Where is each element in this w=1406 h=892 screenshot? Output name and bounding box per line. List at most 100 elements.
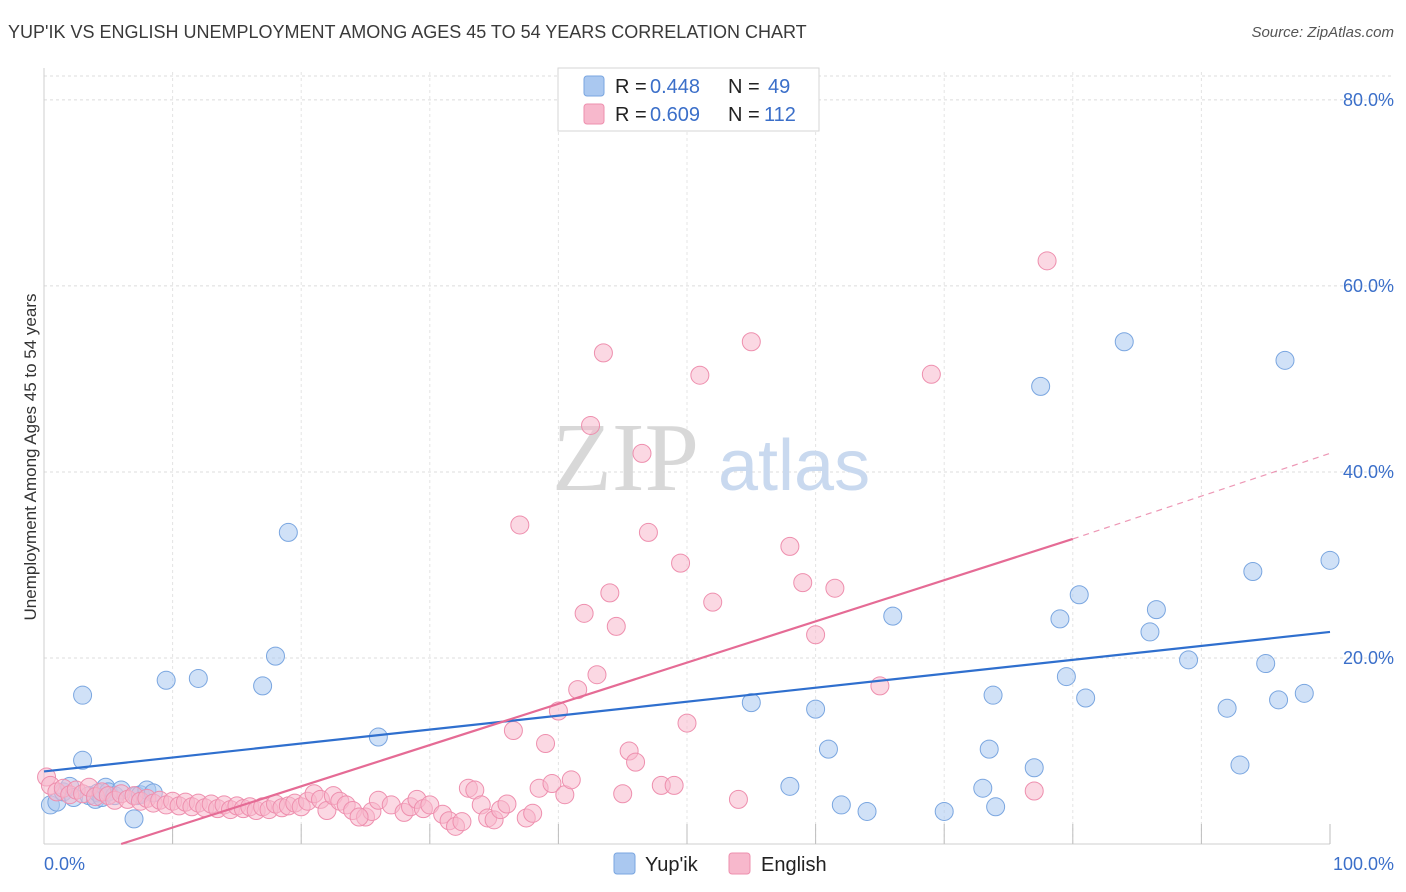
legend-n-value-yupik: 49 <box>768 76 790 98</box>
point-yupik-54 <box>1320 550 1340 570</box>
point-english-74 <box>536 734 556 754</box>
point-english-107 <box>349 807 369 827</box>
point-yupik-46 <box>1179 650 1199 670</box>
y-tick-label-20: 20.0% <box>1343 648 1394 668</box>
point-english-90 <box>638 522 658 542</box>
point-yupik-19 <box>156 670 176 690</box>
point-english-78 <box>561 770 581 790</box>
point-english-81 <box>581 415 601 435</box>
series-english-points <box>37 251 1057 836</box>
legend-swatch-english <box>583 103 605 125</box>
trend-line-yupik <box>43 630 1331 773</box>
series-legend: Yup'ik English <box>613 852 827 876</box>
legend-r-value-english: 0.609 <box>650 104 700 126</box>
point-yupik-41 <box>1069 585 1089 605</box>
point-yupik-21 <box>253 676 273 696</box>
series-points <box>37 251 1340 836</box>
point-english-92 <box>664 775 684 795</box>
point-english-89 <box>632 443 652 463</box>
point-yupik-26 <box>780 776 800 796</box>
point-yupik-35 <box>983 685 1003 705</box>
point-yupik-30 <box>857 801 877 821</box>
point-yupik-37 <box>1024 758 1044 778</box>
x-tick-max: 100.0% <box>1333 854 1394 874</box>
y-tick-labels: 20.0% 40.0% 60.0% 80.0% <box>1343 90 1394 668</box>
point-yupik-42 <box>1076 688 1096 708</box>
series-legend-label-english: English <box>761 854 827 876</box>
point-english-100 <box>793 573 813 593</box>
point-english-94 <box>677 713 697 733</box>
point-english-69 <box>503 721 523 741</box>
point-english-84 <box>600 583 620 603</box>
point-yupik-51 <box>1269 690 1289 710</box>
point-english-88 <box>626 752 646 772</box>
trend-lines <box>43 452 1331 846</box>
point-yupik-43 <box>1114 332 1134 352</box>
point-yupik-31 <box>883 606 903 626</box>
point-english-96 <box>703 592 723 612</box>
point-yupik-5 <box>73 750 93 770</box>
point-english-102 <box>825 578 845 598</box>
legend-r-label-english: R = <box>615 104 647 126</box>
legend-n-label-english: N = <box>728 104 760 126</box>
point-yupik-14 <box>124 809 144 829</box>
point-yupik-29 <box>831 795 851 815</box>
legend-r-value-yupik: 0.448 <box>650 76 700 98</box>
watermark: ZIP atlas <box>552 404 870 512</box>
point-yupik-52 <box>1275 350 1295 370</box>
point-yupik-28 <box>818 739 838 759</box>
point-english-95 <box>690 365 710 385</box>
legend-n-value-english: 112 <box>764 104 796 126</box>
point-english-86 <box>613 784 633 804</box>
legend-n-label-yupik: N = <box>728 76 760 98</box>
chart-title: YUP'IK VS ENGLISH UNEMPLOYMENT AMONG AGE… <box>8 22 807 42</box>
point-yupik-33 <box>973 778 993 798</box>
series-legend-label-yupik: Yup'ik <box>645 854 699 876</box>
point-english-106 <box>1037 251 1057 271</box>
point-english-101 <box>806 625 826 645</box>
watermark-zip: ZIP <box>552 404 699 512</box>
point-english-57 <box>420 795 440 815</box>
point-english-105 <box>1024 781 1044 801</box>
point-yupik-22 <box>265 646 285 666</box>
point-yupik-48 <box>1230 755 1250 775</box>
trend-line-english-extension <box>1072 452 1331 540</box>
point-yupik-38 <box>1031 376 1051 396</box>
axes <box>43 68 1331 845</box>
point-yupik-53 <box>1294 683 1314 703</box>
point-yupik-34 <box>979 739 999 759</box>
point-english-80 <box>574 603 594 623</box>
point-yupik-50 <box>1256 654 1276 674</box>
y-tick-label-80: 80.0% <box>1343 90 1394 110</box>
series-legend-swatch-english <box>728 852 751 875</box>
point-yupik-40 <box>1056 667 1076 687</box>
legend: R = 0.448 N = 49 R = 0.609 N = 112 <box>557 67 820 132</box>
point-english-70 <box>510 515 530 535</box>
y-tick-label-60: 60.0% <box>1343 276 1394 296</box>
point-yupik-23 <box>278 522 298 542</box>
point-english-68 <box>497 794 517 814</box>
point-english-61 <box>452 812 472 832</box>
point-yupik-55 <box>73 685 93 705</box>
point-english-97 <box>728 789 748 809</box>
point-yupik-47 <box>1217 698 1237 718</box>
x-tick-min: 0.0% <box>44 854 85 874</box>
point-yupik-39 <box>1050 609 1070 629</box>
x-tick-labels: 0.0% 100.0% <box>44 854 1394 874</box>
point-english-85 <box>606 616 626 636</box>
point-english-82 <box>587 665 607 685</box>
grid-lines <box>44 72 1394 844</box>
point-english-83 <box>593 343 613 363</box>
point-yupik-24 <box>368 727 388 747</box>
point-english-72 <box>523 803 543 823</box>
point-yupik-32 <box>934 801 954 821</box>
point-yupik-27 <box>806 699 826 719</box>
legend-r-label-yupik: R = <box>615 76 647 98</box>
watermark-atlas: atlas <box>718 426 870 506</box>
point-english-98 <box>741 332 761 352</box>
chart-source: Source: ZipAtlas.com <box>1251 24 1394 41</box>
point-yupik-49 <box>1243 561 1263 581</box>
point-yupik-20 <box>188 668 208 688</box>
point-english-104 <box>921 364 941 384</box>
